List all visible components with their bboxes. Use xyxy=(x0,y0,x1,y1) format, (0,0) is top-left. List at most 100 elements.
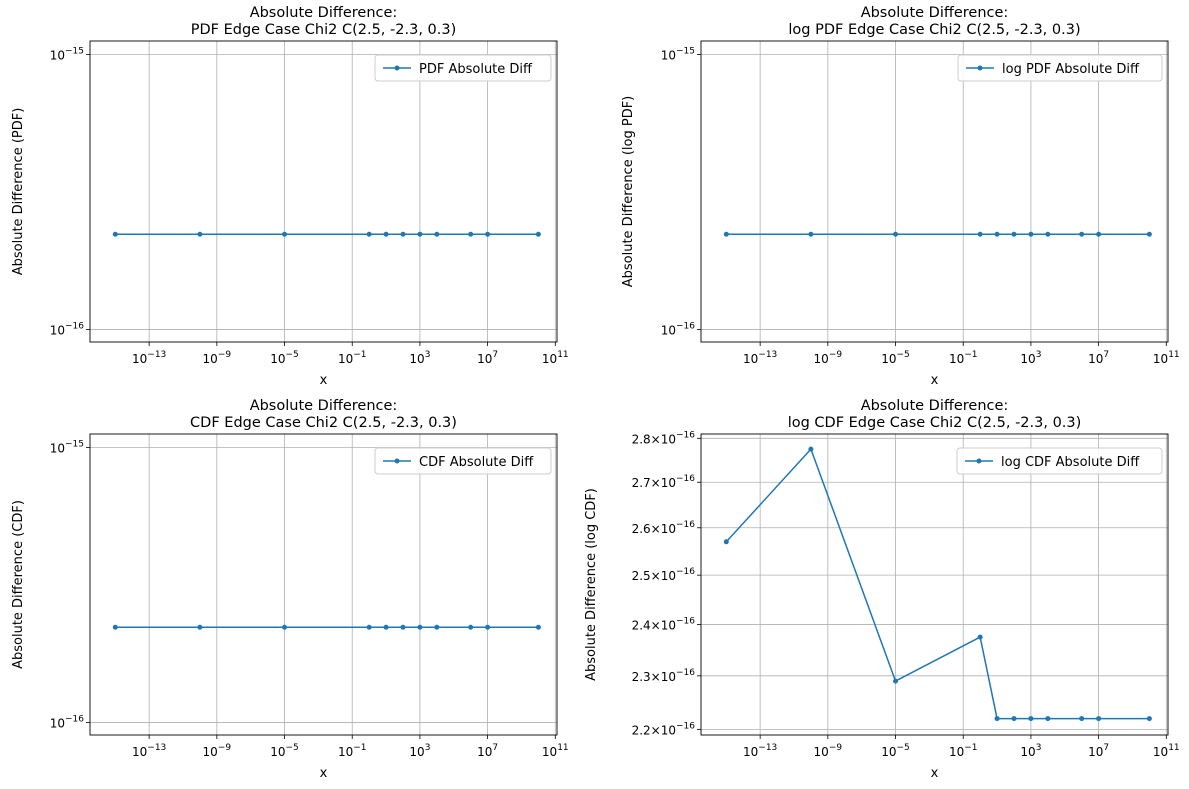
data-point xyxy=(366,624,372,630)
x-tick-label: 107 xyxy=(477,743,498,759)
legend-marker-swatch xyxy=(394,458,400,464)
data-point xyxy=(282,624,288,630)
tick-label-base: 2.7×10 xyxy=(632,476,676,490)
x-tick-label: 10−1 xyxy=(949,743,978,759)
tick-label-base: 10 xyxy=(270,352,285,366)
legend-marker-swatch xyxy=(977,65,983,71)
tick-label-base: 10 xyxy=(270,745,285,759)
x-tick-label: 10−9 xyxy=(814,743,843,759)
chart-title-line-1: Absolute Difference: xyxy=(861,5,1009,21)
tick-label-exponent: −9 xyxy=(829,350,843,360)
data-point xyxy=(112,231,118,237)
axes-frame xyxy=(89,433,558,736)
data-point xyxy=(112,624,118,630)
tick-label-exponent: 7 xyxy=(492,743,498,753)
tick-label-exponent: −5 xyxy=(286,350,299,360)
tick-label-base: 10 xyxy=(50,442,65,456)
tick-label-base: 10 xyxy=(881,745,896,759)
x-tick-label: 10−9 xyxy=(814,350,843,366)
tick-label-base: 10 xyxy=(132,745,147,759)
data-point xyxy=(994,231,1000,237)
y-axis-label: Absolute Difference (log CDF) xyxy=(584,488,599,681)
tick-label-exponent: 3 xyxy=(425,743,431,753)
data-point xyxy=(1146,716,1152,722)
tick-label-base: 2.5×10 xyxy=(632,569,676,583)
tick-label-exponent: 7 xyxy=(1103,350,1109,360)
tick-label-exponent: −13 xyxy=(758,350,777,360)
tick-label-base: 10 xyxy=(1020,352,1035,366)
y-tick-label: 2.4×10−16 xyxy=(632,616,696,632)
chart-panel-4: 10−13 10−9 10−5 10−1 103 107 10112.2×10−162.3×… xyxy=(584,398,1180,781)
tick-label-exponent: 11 xyxy=(1168,743,1179,753)
data-point xyxy=(1011,231,1017,237)
axes-frame xyxy=(700,433,1169,736)
data-point xyxy=(1045,716,1051,722)
tick-label-exponent: −9 xyxy=(218,350,232,360)
tick-label-base: 2.2×10 xyxy=(632,723,676,737)
tick-label-base: 10 xyxy=(661,323,676,337)
x-tick-label: 1011 xyxy=(1153,743,1180,759)
legend-box xyxy=(374,447,552,475)
tick-label-exponent: −16 xyxy=(676,321,695,331)
legend-box xyxy=(374,54,552,82)
data-point xyxy=(1096,716,1102,722)
x-tick-label: 10−5 xyxy=(270,743,299,759)
tick-label-exponent: −16 xyxy=(676,668,695,678)
x-tick-label: 10−9 xyxy=(203,350,232,366)
data-point xyxy=(468,231,474,237)
tick-label-exponent: −16 xyxy=(676,474,695,484)
tick-label-exponent: −13 xyxy=(758,743,777,753)
data-point xyxy=(1096,231,1102,237)
x-tick-label: 10−5 xyxy=(881,743,910,759)
tick-label-base: 10 xyxy=(743,745,758,759)
legend: CDF Absolute Diff xyxy=(374,447,552,475)
tick-label-exponent: 11 xyxy=(557,743,568,753)
data-point xyxy=(723,539,729,545)
tick-label-base: 10 xyxy=(814,745,829,759)
data-point xyxy=(197,624,203,630)
chart-panel-1: 10−13 10−9 10−5 10−1 103 107 101110−1610−15Abs… xyxy=(11,5,569,388)
tick-label-exponent: 3 xyxy=(1036,350,1042,360)
tick-label-exponent: −9 xyxy=(829,743,843,753)
data-point xyxy=(197,231,203,237)
legend-box xyxy=(957,54,1163,82)
x-tick-label: 1011 xyxy=(542,743,569,759)
x-tick-label: 10−5 xyxy=(881,350,910,366)
tick-label-base: 10 xyxy=(409,745,424,759)
x-tick-label: 107 xyxy=(1088,743,1109,759)
tick-label-exponent: −5 xyxy=(897,743,910,753)
tick-label-base: 10 xyxy=(542,352,557,366)
legend-label: CDF Absolute Diff xyxy=(419,455,534,470)
chart-title-line-1: Absolute Difference: xyxy=(250,5,398,21)
tick-label-base: 10 xyxy=(1088,745,1103,759)
tick-label-base: 2.3×10 xyxy=(632,670,676,684)
data-point xyxy=(417,231,423,237)
x-tick-label: 103 xyxy=(1020,743,1041,759)
tick-label-base: 2.6×10 xyxy=(632,522,676,536)
tick-label-base: 10 xyxy=(743,352,758,366)
tick-label-exponent: −15 xyxy=(65,440,84,450)
legend: log CDF Absolute Diff xyxy=(956,447,1163,475)
y-tick-label: 2.2×10−16 xyxy=(632,721,696,737)
chart-title-line-2: log CDF Edge Case Chi2 C(2.5, -2.3, 0.3) xyxy=(788,415,1082,431)
data-point xyxy=(1146,231,1152,237)
tick-label-base: 10 xyxy=(338,745,353,759)
tick-label-base: 10 xyxy=(1153,745,1168,759)
tick-label-exponent: 11 xyxy=(557,350,568,360)
data-point xyxy=(400,624,406,630)
x-tick-label: 10−13 xyxy=(743,350,777,366)
y-tick-label: 10−15 xyxy=(661,47,695,63)
y-tick-label: 2.8×10−16 xyxy=(632,430,696,446)
tick-label-base: 10 xyxy=(542,745,557,759)
tick-label-exponent: −16 xyxy=(676,721,695,731)
chart-title-line-1: Absolute Difference: xyxy=(250,398,398,414)
tick-label-exponent: 7 xyxy=(1103,743,1109,753)
legend-marker-swatch xyxy=(976,458,982,464)
data-point xyxy=(1028,231,1034,237)
x-tick-label: 10−13 xyxy=(132,743,166,759)
data-point xyxy=(434,624,440,630)
tick-label-base: 2.8×10 xyxy=(632,432,676,446)
y-tick-label: 2.7×10−16 xyxy=(632,474,696,490)
